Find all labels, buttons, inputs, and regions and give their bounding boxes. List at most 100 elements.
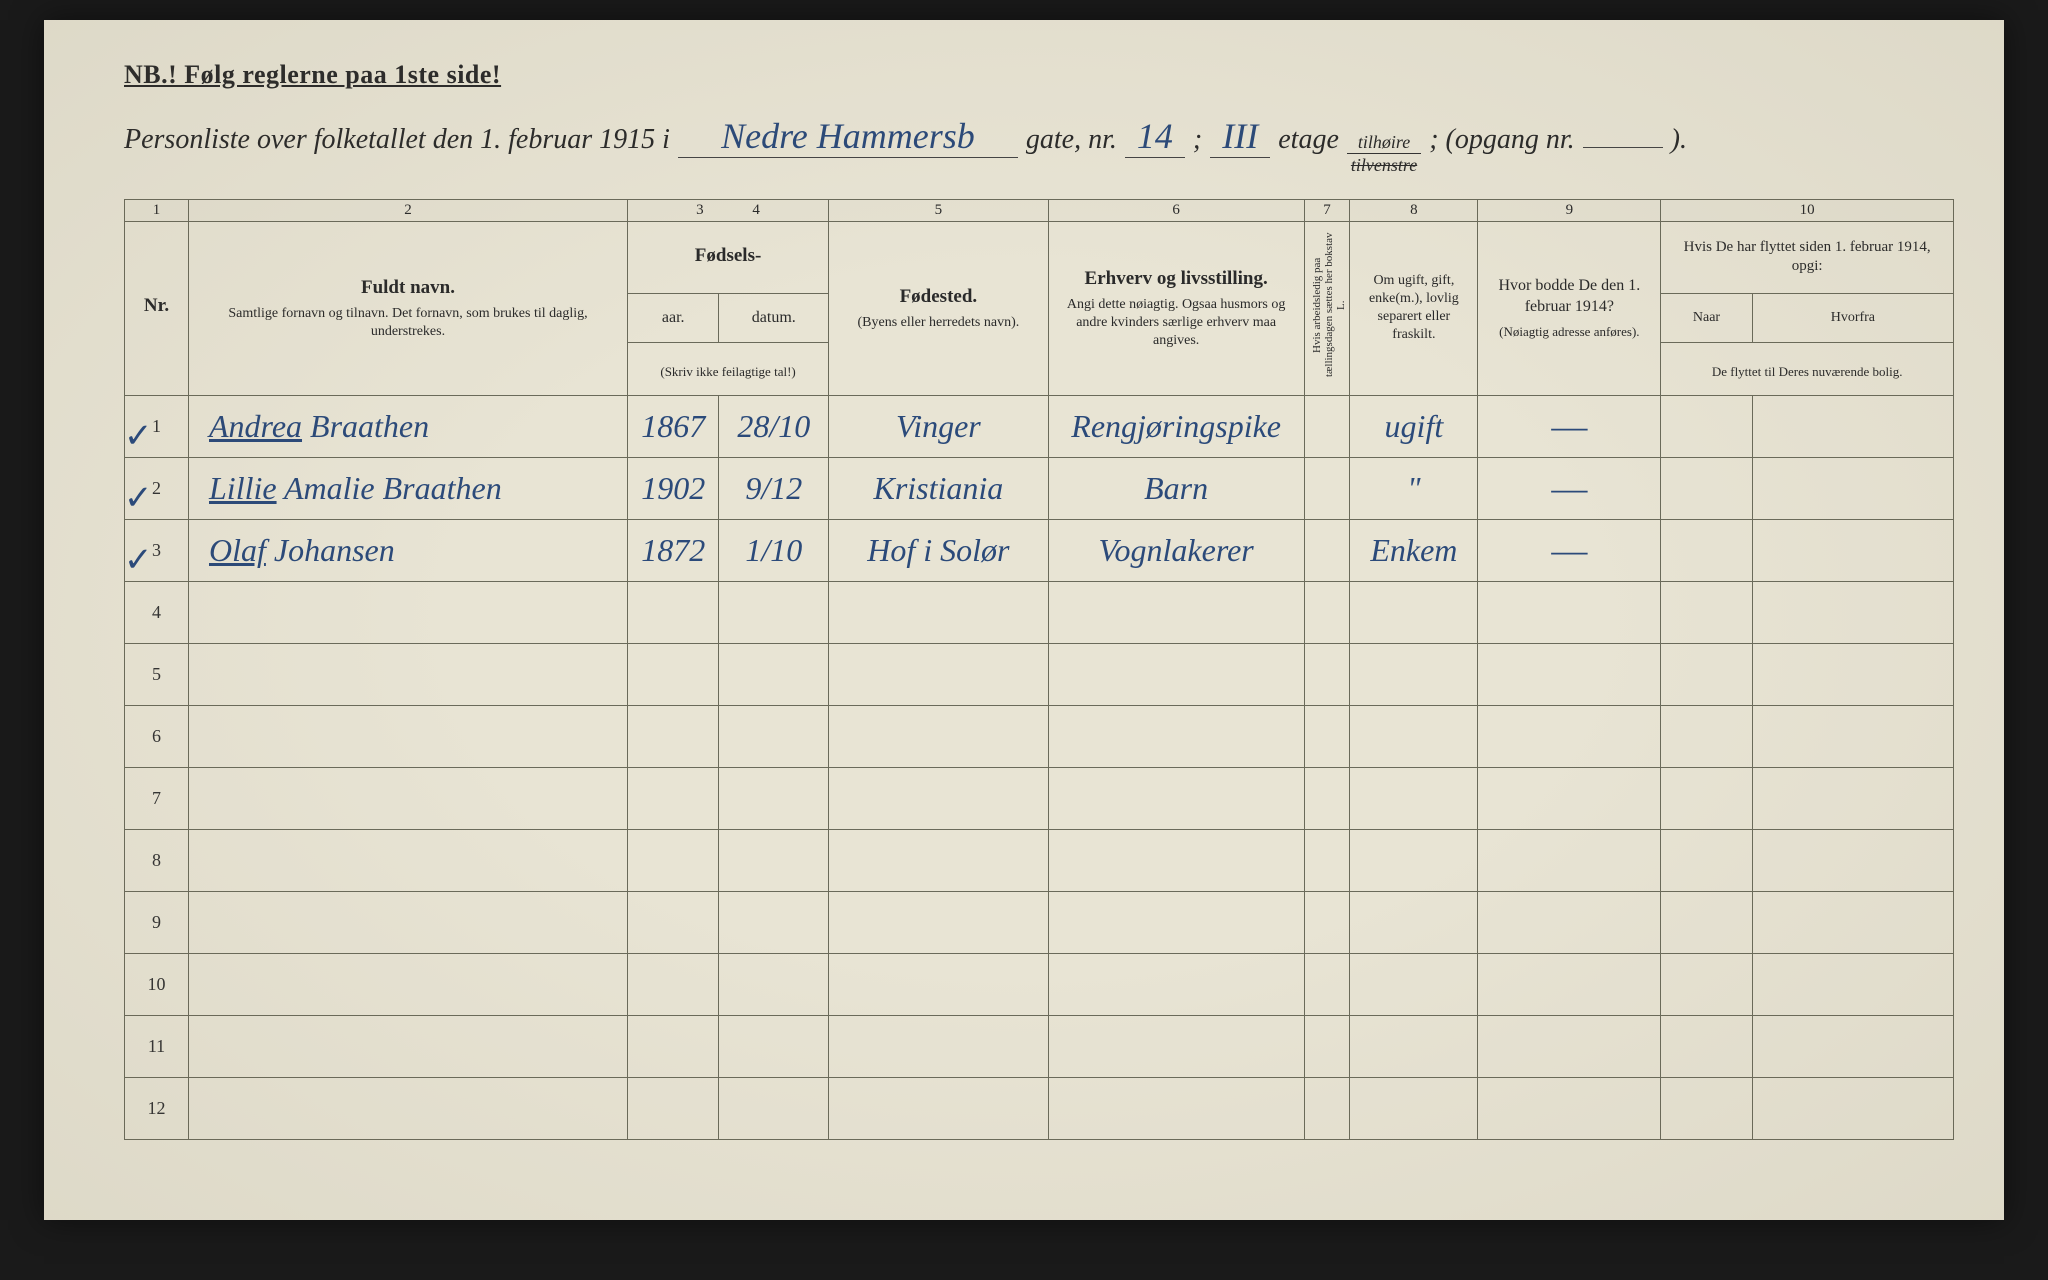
row-number: 5 — [125, 643, 189, 705]
semicolon: ; — [1193, 124, 1202, 156]
cell-unemployed — [1304, 457, 1350, 519]
cell-year: 1867 — [627, 395, 718, 457]
row-number: 11 — [125, 1015, 189, 1077]
cell-moved-from — [1752, 953, 1953, 1015]
table-row: 10 — [125, 953, 1954, 1015]
cell-addr1914: — — [1478, 519, 1661, 581]
colnum-3-4: 3 4 — [627, 200, 828, 222]
cell-addr1914 — [1478, 581, 1661, 643]
cell-date — [719, 767, 829, 829]
cell-name — [189, 705, 628, 767]
cell-moved-from — [1752, 519, 1953, 581]
cell-birthplace: Vinger — [829, 395, 1048, 457]
colnum-10: 10 — [1661, 200, 1954, 222]
cell-occupation — [1048, 1077, 1304, 1139]
row-number: 7 — [125, 767, 189, 829]
cell-date — [719, 891, 829, 953]
cell-occupation: Barn — [1048, 457, 1304, 519]
cell-date — [719, 581, 829, 643]
cell-birthplace: Hof i Solør — [829, 519, 1048, 581]
cell-addr1914 — [1478, 1077, 1661, 1139]
table-row: 9 — [125, 891, 1954, 953]
cell-year — [627, 1015, 718, 1077]
cell-date — [719, 953, 829, 1015]
cell-moved-from — [1752, 1015, 1953, 1077]
cell-moved-when — [1661, 1077, 1752, 1139]
cell-name — [189, 767, 628, 829]
cell-birthplace — [829, 953, 1048, 1015]
cell-unemployed — [1304, 1077, 1350, 1139]
checkmark-icon: ✓ — [124, 416, 153, 456]
cell-marital — [1350, 829, 1478, 891]
cell-moved-from — [1752, 829, 1953, 891]
cell-year — [627, 581, 718, 643]
cell-unemployed — [1304, 767, 1350, 829]
hdr-addr1914: Hvor bodde De den 1. februar 1914? (Nøia… — [1478, 222, 1661, 396]
hdr-unemployed: Hvis arbeidsledig paa tællingsdagen sætt… — [1304, 222, 1350, 396]
cell-marital — [1350, 643, 1478, 705]
table-row: 11 — [125, 1015, 1954, 1077]
cell-occupation — [1048, 705, 1304, 767]
table-row: 5 — [125, 643, 1954, 705]
cell-year: 1902 — [627, 457, 718, 519]
cell-year: 1872 — [627, 519, 718, 581]
cell-moved-when — [1661, 1015, 1752, 1077]
checkmark-icon: ✓ — [124, 478, 153, 518]
colnum-9: 9 — [1478, 200, 1661, 222]
cell-addr1914 — [1478, 767, 1661, 829]
cell-marital — [1350, 581, 1478, 643]
row-number: 9 — [125, 891, 189, 953]
row-number: 12 — [125, 1077, 189, 1139]
hdr-birth-group: Fødsels- — [627, 222, 828, 294]
cell-date: 9/12 — [719, 457, 829, 519]
etage-label: etage — [1278, 124, 1339, 156]
cell-occupation — [1048, 643, 1304, 705]
cell-moved-from — [1752, 891, 1953, 953]
closing-paren: ). — [1671, 124, 1687, 156]
cell-moved-from — [1752, 581, 1953, 643]
cell-date — [719, 705, 829, 767]
cell-unemployed — [1304, 519, 1350, 581]
cell-moved-from — [1752, 705, 1953, 767]
cell-year — [627, 1077, 718, 1139]
cell-date — [719, 829, 829, 891]
cell-marital: Enkem — [1350, 519, 1478, 581]
cell-unemployed — [1304, 581, 1350, 643]
cell-name — [189, 829, 628, 891]
cell-addr1914: — — [1478, 457, 1661, 519]
cell-occupation: Rengjøringspike — [1048, 395, 1304, 457]
cell-moved-when — [1661, 395, 1752, 457]
cell-year — [627, 705, 718, 767]
cell-unemployed — [1304, 1015, 1350, 1077]
cell-moved-when — [1661, 705, 1752, 767]
nb-warning: NB.! Følg reglerne paa 1ste side! — [124, 60, 1954, 90]
cell-addr1914: — — [1478, 395, 1661, 457]
cell-year — [627, 643, 718, 705]
cell-birthplace — [829, 767, 1048, 829]
colnum-6: 6 — [1048, 200, 1304, 222]
cell-addr1914 — [1478, 705, 1661, 767]
table-header: 1 2 3 4 5 6 7 8 9 10 Nr. Fuldt navn. Sam… — [125, 200, 1954, 396]
cell-unemployed — [1304, 643, 1350, 705]
row-number: ✓2 — [125, 457, 189, 519]
cell-marital — [1350, 705, 1478, 767]
hdr-marital: Om ugift, gift, enke(m.), lovlig separer… — [1350, 222, 1478, 396]
row-number: 6 — [125, 705, 189, 767]
cell-occupation — [1048, 891, 1304, 953]
cell-date: 1/10 — [719, 519, 829, 581]
title-prefix: Personliste over folketallet den 1. febr… — [124, 124, 670, 156]
street-name-field: Nedre Hammersb — [678, 115, 1018, 158]
cell-moved-from — [1752, 1077, 1953, 1139]
cell-moved-when — [1661, 953, 1752, 1015]
cell-marital — [1350, 891, 1478, 953]
cell-addr1914 — [1478, 829, 1661, 891]
cell-addr1914 — [1478, 891, 1661, 953]
cell-birthplace — [829, 643, 1048, 705]
row-number: 8 — [125, 829, 189, 891]
cell-name: Andrea Braathen — [189, 395, 628, 457]
title-line: Personliste over folketallet den 1. febr… — [124, 115, 1954, 174]
hdr-name: Fuldt navn. Samtlige fornavn og tilnavn.… — [189, 222, 628, 396]
cell-marital — [1350, 1077, 1478, 1139]
cell-name — [189, 1015, 628, 1077]
colnum-8: 8 — [1350, 200, 1478, 222]
